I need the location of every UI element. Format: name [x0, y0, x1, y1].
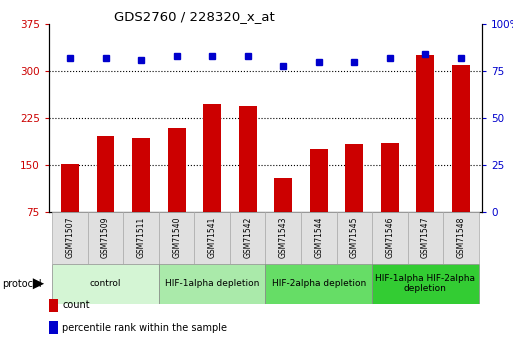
Text: HIF-1alpha HIF-2alpha
depletion: HIF-1alpha HIF-2alpha depletion — [376, 274, 476, 294]
Bar — [52, 212, 88, 264]
Bar — [266, 212, 301, 264]
Text: GSM71545: GSM71545 — [350, 216, 359, 258]
Bar — [443, 212, 479, 264]
Text: HIF-1alpha depletion: HIF-1alpha depletion — [165, 279, 260, 288]
Bar — [310, 149, 328, 259]
Bar — [230, 212, 266, 264]
Text: GSM71540: GSM71540 — [172, 216, 181, 258]
Bar — [372, 264, 479, 304]
Text: count: count — [63, 300, 90, 310]
Text: control: control — [90, 279, 122, 288]
Bar — [408, 212, 443, 264]
Bar — [168, 128, 186, 259]
Text: GSM71507: GSM71507 — [66, 216, 74, 258]
Text: HIF-2alpha depletion: HIF-2alpha depletion — [272, 279, 366, 288]
Bar — [372, 212, 408, 264]
Bar — [239, 106, 256, 259]
Bar — [52, 264, 159, 304]
Text: GSM71546: GSM71546 — [385, 216, 394, 258]
Bar — [88, 212, 123, 264]
Bar — [417, 56, 434, 259]
Bar — [337, 212, 372, 264]
Bar — [97, 136, 114, 259]
Text: GSM71511: GSM71511 — [136, 216, 146, 258]
Text: GSM71543: GSM71543 — [279, 216, 288, 258]
Text: GSM71542: GSM71542 — [243, 216, 252, 258]
Bar — [203, 104, 221, 259]
Text: GSM71547: GSM71547 — [421, 216, 430, 258]
Bar — [159, 264, 266, 304]
Bar — [49, 322, 57, 334]
Text: protocol: protocol — [3, 279, 42, 289]
Text: GSM71509: GSM71509 — [101, 216, 110, 258]
Bar — [274, 178, 292, 259]
Text: GSM71541: GSM71541 — [208, 216, 216, 258]
Bar — [345, 145, 363, 259]
Bar — [159, 212, 194, 264]
Text: GSM71544: GSM71544 — [314, 216, 323, 258]
Bar — [452, 65, 470, 259]
Bar — [301, 212, 337, 264]
Bar — [49, 299, 57, 312]
Text: GSM71548: GSM71548 — [457, 216, 465, 258]
Bar — [123, 212, 159, 264]
Text: percentile rank within the sample: percentile rank within the sample — [63, 323, 227, 333]
Text: GDS2760 / 228320_x_at: GDS2760 / 228320_x_at — [114, 10, 274, 23]
Bar — [132, 138, 150, 259]
Bar — [194, 212, 230, 264]
Bar — [61, 164, 79, 259]
Bar — [266, 264, 372, 304]
Bar — [381, 143, 399, 259]
